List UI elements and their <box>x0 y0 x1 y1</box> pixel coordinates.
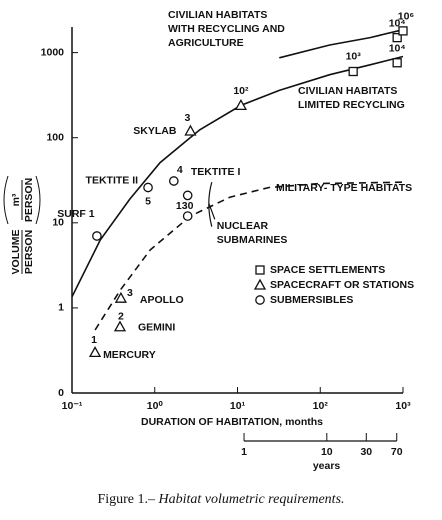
triangle-marker <box>114 291 128 303</box>
point-tag: 10⁶ <box>398 11 415 23</box>
square-marker <box>392 32 402 43</box>
curve <box>94 181 404 331</box>
legend-label: SPACE SETTLEMENTS <box>270 264 385 276</box>
circle-marker <box>168 176 179 186</box>
caption-label: Figure 1.– <box>97 492 156 507</box>
point-tag: 130 <box>176 200 194 212</box>
square-marker <box>392 58 402 68</box>
point-tag: 10⁴ <box>389 43 406 55</box>
triangle-marker <box>184 124 197 136</box>
x-tick-label: 10² <box>313 400 329 412</box>
years-tick-label: 30 <box>360 446 372 458</box>
caption-text: Habitat volumetric requirements. <box>158 492 345 507</box>
legend-marker <box>255 295 265 305</box>
y-label-unit-den: PERSON <box>23 178 35 222</box>
circle-marker <box>92 231 102 241</box>
note-bracket <box>208 182 216 227</box>
point-label: APOLLO <box>140 294 184 306</box>
x-axis-label: DURATION OF HABITATION, months <box>141 416 323 428</box>
y-label-num: VOLUME <box>10 230 22 275</box>
y-tick-label: 10 <box>52 217 64 229</box>
point-tag: 10² <box>233 85 249 97</box>
curve-label: CIVILIAN HABITATS <box>298 85 397 97</box>
point-tag: 4 <box>177 164 183 176</box>
point-tag: 3 <box>127 287 133 299</box>
curve-label: AGRICULTURE <box>168 37 244 49</box>
point-tag: 5 <box>145 195 151 207</box>
point-tag: 3 <box>185 112 191 124</box>
years-tick-label: 10 <box>321 446 333 458</box>
legend-marker <box>255 265 265 275</box>
note-label: SUBMARINES <box>217 234 288 246</box>
y-tick-label: 1 <box>58 302 64 314</box>
x-tick-label: 10⁻¹ <box>62 400 83 412</box>
y-tick-label: 1000 <box>41 46 65 58</box>
note-label: NUCLEAR <box>217 220 269 232</box>
point-label: TEKTITE II <box>86 174 139 186</box>
triangle-marker <box>88 346 102 358</box>
point-tag: 2 <box>118 311 124 323</box>
curve-label: WITH RECYCLING AND <box>168 23 285 35</box>
point-tag: 10³ <box>346 50 362 62</box>
point-label: GEMINI <box>138 322 175 334</box>
years-tick-label: 70 <box>391 446 403 458</box>
legend-label: SUBMERSIBLES <box>270 294 353 306</box>
square-marker <box>398 26 408 36</box>
x-tick-label: 10¹ <box>230 400 246 412</box>
circle-marker <box>182 211 193 221</box>
y-label-unit-num: m³ <box>10 193 22 206</box>
curve-label: CIVILIAN HABITATS <box>168 9 267 21</box>
curve-label: LIMITED RECYCLING <box>298 99 405 111</box>
paren-left <box>3 175 9 225</box>
y-label-den: PERSON <box>23 230 35 274</box>
point-label: SURF 1 <box>57 208 95 220</box>
y-tick-label: 100 <box>46 131 64 143</box>
circle-marker <box>182 190 193 201</box>
curve-label: MILITARY- TYPE HABITATS <box>276 182 412 194</box>
legend-marker <box>253 278 267 290</box>
triangle-marker <box>234 99 248 111</box>
square-marker <box>348 66 358 77</box>
x-tick-label: 10⁰ <box>147 400 164 412</box>
years-label: years <box>313 460 341 472</box>
point-tag: 1 <box>91 334 97 346</box>
triangle-marker <box>113 320 127 332</box>
curve <box>279 28 404 59</box>
circle-marker <box>143 182 153 193</box>
paren-right <box>35 175 41 225</box>
x-tick-label: 10³ <box>395 400 411 412</box>
point-label: SKYLAB <box>133 125 177 137</box>
point-label: MERCURY <box>103 349 156 361</box>
y-tick-label: 0 <box>58 387 64 399</box>
point-label: TEKTITE I <box>191 166 241 178</box>
years-tick-label: 1 <box>241 446 247 458</box>
legend-label: SPACECRAFT OR STATIONS <box>270 279 414 291</box>
caption: Figure 1.– Habitat volumetric requiremen… <box>97 492 344 507</box>
